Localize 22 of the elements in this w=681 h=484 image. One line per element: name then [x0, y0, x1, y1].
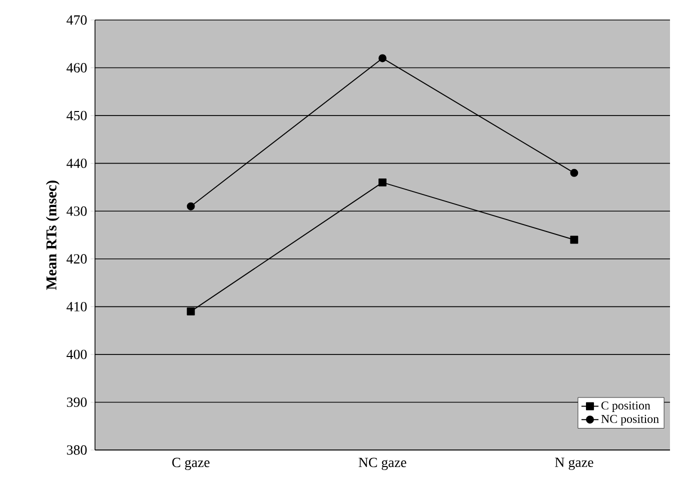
legend-label: NC position [601, 414, 659, 426]
x-tick-label: NC gaze [358, 458, 406, 470]
y-tick-label: 410 [66, 302, 87, 312]
point [570, 168, 578, 177]
y-tick-label: 380 [66, 445, 87, 455]
y-tick-label: 470 [66, 15, 87, 25]
y-tick-label: 420 [66, 254, 87, 264]
y-axis-title: Mean RTs (msec) [46, 180, 60, 290]
y-tick-label: 460 [66, 63, 87, 72]
point [378, 54, 386, 62]
y-tick-label: 400 [66, 350, 87, 360]
y-tick-label: 450 [66, 110, 87, 120]
x-tick-label: N gaze [555, 458, 594, 470]
legend-label: C position [601, 402, 650, 412]
y-tick-label: 390 [66, 398, 87, 407]
point [570, 236, 578, 244]
x-tick-label: C gaze [172, 458, 210, 470]
point [186, 307, 195, 316]
y-tick-label: 430 [66, 206, 87, 216]
point [378, 178, 386, 186]
y-tick-label: 440 [66, 158, 87, 168]
point [186, 202, 195, 210]
